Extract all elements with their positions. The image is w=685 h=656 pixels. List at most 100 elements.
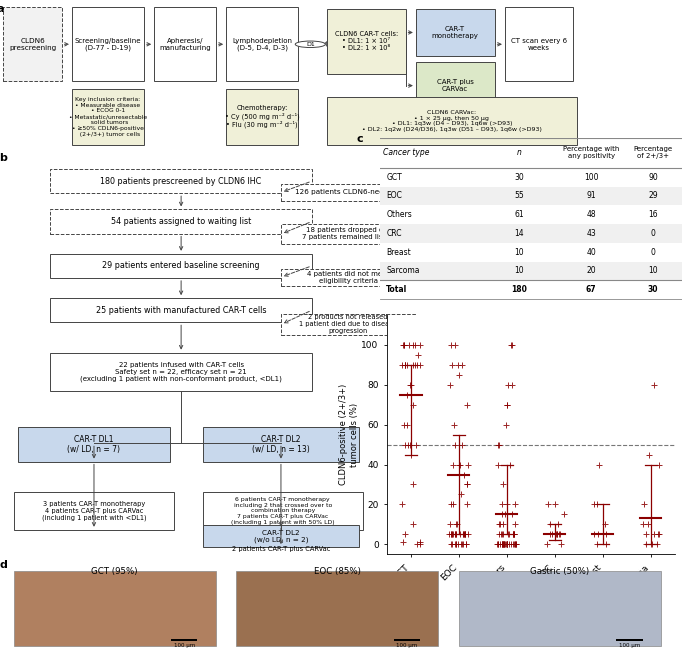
Point bbox=[414, 539, 425, 550]
Point bbox=[638, 499, 649, 510]
Point bbox=[508, 539, 519, 550]
Point bbox=[509, 529, 520, 540]
Point bbox=[497, 539, 508, 550]
Point bbox=[510, 539, 521, 550]
Point bbox=[457, 359, 468, 370]
Point bbox=[408, 519, 419, 529]
Text: 29 patients entered baseline screening: 29 patients entered baseline screening bbox=[102, 261, 260, 270]
Text: 30: 30 bbox=[648, 285, 658, 294]
Text: 16: 16 bbox=[648, 210, 658, 219]
Point bbox=[498, 480, 509, 490]
Point bbox=[509, 529, 520, 540]
Point bbox=[552, 529, 563, 540]
Text: 48: 48 bbox=[586, 210, 596, 219]
Text: 3 patients CAR-T monotherapy
4 patients CAR-T plus CARVac
(including 1 patient w: 3 patients CAR-T monotherapy 4 patients … bbox=[42, 501, 147, 522]
Point bbox=[447, 499, 458, 510]
Point bbox=[543, 499, 553, 510]
Point bbox=[501, 539, 512, 550]
Point bbox=[552, 529, 563, 540]
Point bbox=[402, 359, 413, 370]
Text: 180 patients prescreened by CLDN6 IHC: 180 patients prescreened by CLDN6 IHC bbox=[101, 176, 262, 186]
FancyBboxPatch shape bbox=[281, 269, 415, 285]
Point bbox=[653, 459, 664, 470]
Point bbox=[509, 499, 520, 510]
Point bbox=[510, 539, 521, 550]
Text: CAR-T DL2
(w/o LD, n = 2): CAR-T DL2 (w/o LD, n = 2) bbox=[253, 529, 308, 543]
Bar bbox=[380, 262, 682, 280]
FancyBboxPatch shape bbox=[51, 254, 312, 278]
Point bbox=[494, 529, 505, 540]
Point bbox=[498, 539, 509, 550]
Text: 67: 67 bbox=[586, 285, 597, 294]
Point bbox=[504, 459, 515, 470]
Point bbox=[399, 419, 410, 430]
Point bbox=[446, 529, 457, 540]
Text: CLDN6
prescreening: CLDN6 prescreening bbox=[9, 38, 56, 51]
Point bbox=[451, 519, 462, 529]
Point bbox=[594, 459, 605, 470]
Text: 43: 43 bbox=[586, 229, 596, 238]
Point bbox=[445, 499, 456, 510]
Point bbox=[559, 509, 570, 520]
Point bbox=[502, 529, 513, 540]
FancyBboxPatch shape bbox=[203, 492, 362, 530]
Point bbox=[449, 529, 460, 540]
Text: 61: 61 bbox=[514, 210, 523, 219]
Point bbox=[497, 539, 508, 550]
Point bbox=[497, 539, 508, 550]
Point bbox=[458, 529, 469, 540]
Point bbox=[510, 539, 521, 550]
Point bbox=[554, 529, 565, 540]
Point bbox=[401, 390, 412, 400]
Text: c: c bbox=[356, 134, 362, 144]
Point bbox=[510, 519, 521, 529]
Point bbox=[506, 509, 517, 520]
Text: Cancer type: Cancer type bbox=[383, 148, 429, 157]
Point bbox=[445, 519, 456, 529]
Point bbox=[453, 539, 464, 550]
Point bbox=[496, 509, 507, 520]
Point bbox=[450, 340, 461, 350]
Point bbox=[397, 359, 408, 370]
Point bbox=[588, 499, 599, 510]
FancyBboxPatch shape bbox=[226, 7, 298, 81]
Text: Others: Others bbox=[386, 210, 412, 219]
Point bbox=[399, 340, 410, 350]
Text: n: n bbox=[516, 148, 521, 157]
Text: 30: 30 bbox=[514, 173, 524, 182]
Point bbox=[556, 539, 566, 550]
Point bbox=[503, 379, 514, 390]
FancyBboxPatch shape bbox=[281, 184, 415, 201]
Text: Apheresis/
manufacturing: Apheresis/ manufacturing bbox=[159, 38, 211, 51]
Text: Total: Total bbox=[386, 285, 408, 294]
Point bbox=[459, 529, 470, 540]
Text: Chemotherapy:
• Cy (500 mg m⁻² d⁻¹)
• Flu (30 mg m⁻² d⁻¹): Chemotherapy: • Cy (500 mg m⁻² d⁻¹) • Fl… bbox=[225, 105, 299, 129]
Text: GCT (95%): GCT (95%) bbox=[92, 567, 138, 576]
Text: 20: 20 bbox=[586, 266, 596, 276]
Text: Lymphodepletion
(D-5, D-4, D-3): Lymphodepletion (D-5, D-4, D-3) bbox=[232, 37, 292, 51]
Text: b: b bbox=[0, 153, 8, 163]
Point bbox=[599, 519, 610, 529]
Point bbox=[647, 539, 658, 550]
Text: 6 patients CAR-T monotherapy
including 2 that crossed over to
combination therap: 6 patients CAR-T monotherapy including 2… bbox=[231, 497, 334, 525]
Point bbox=[500, 539, 511, 550]
Point bbox=[448, 529, 459, 540]
Text: CRC: CRC bbox=[386, 229, 401, 238]
Point bbox=[460, 529, 471, 540]
Point bbox=[461, 480, 472, 490]
Point bbox=[400, 440, 411, 450]
Point bbox=[545, 529, 556, 540]
Point bbox=[447, 529, 458, 540]
Point bbox=[460, 539, 471, 550]
Text: Gastric (50%): Gastric (50%) bbox=[530, 567, 590, 576]
Point bbox=[445, 529, 456, 540]
Point bbox=[449, 419, 460, 430]
Bar bbox=[380, 224, 682, 243]
Point bbox=[456, 539, 467, 550]
Text: 4 patients did not meet
eligibility criteria: 4 patients did not meet eligibility crit… bbox=[307, 271, 389, 283]
Bar bbox=[171, 639, 197, 642]
FancyBboxPatch shape bbox=[72, 7, 144, 81]
Point bbox=[553, 529, 564, 540]
Point bbox=[649, 379, 660, 390]
Circle shape bbox=[295, 41, 325, 47]
